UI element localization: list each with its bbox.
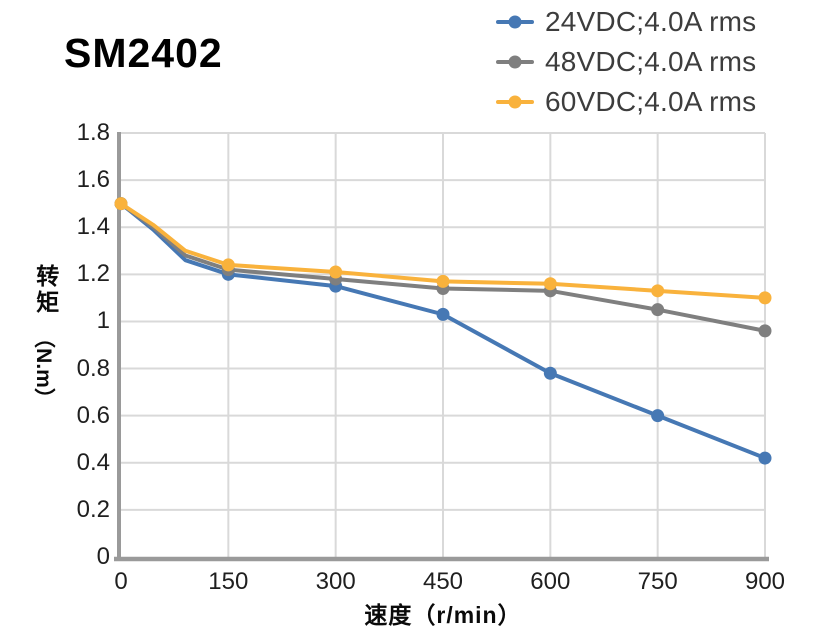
y-axis-title-cjk: 转矩 [32, 264, 59, 316]
data-point-marker [543, 277, 557, 291]
x-tick-label: 300 [315, 568, 356, 595]
legend-item: 24VDC;4.0A rms [496, 2, 756, 42]
legend-line-marker-icon [496, 15, 534, 29]
y-tick-label: 1.8 [76, 119, 110, 146]
data-point-marker [758, 451, 772, 465]
x-tick-label: 150 [208, 568, 249, 595]
data-point-marker [436, 274, 450, 288]
x-tick-label: 600 [530, 568, 571, 595]
data-point-marker [651, 303, 665, 317]
data-point-marker [651, 284, 665, 298]
x-tick-label: 0 [114, 568, 128, 595]
x-tick-label: 900 [744, 568, 786, 595]
y-tick-label: 0.8 [76, 354, 110, 382]
data-point-marker [221, 258, 235, 272]
y-tick-label: 1 [96, 307, 110, 335]
data-point-marker [543, 366, 557, 380]
legend-line-marker-icon [496, 55, 534, 69]
x-tick-label: 750 [637, 568, 678, 595]
x-tick-label: 450 [422, 568, 464, 595]
data-point-marker [758, 291, 772, 305]
data-point-marker [651, 409, 665, 423]
y-tick-label: 0.4 [76, 448, 110, 476]
y-tick-label: 1.6 [76, 166, 110, 194]
y-axis-title-unit-wrap: （N.m） [30, 322, 60, 414]
x-axis-title: 速度（r/min） [364, 602, 522, 628]
y-tick-label: 0.2 [76, 495, 110, 523]
legend-label: 24VDC;4.0A rms [545, 6, 757, 37]
y-tick-label: 0.6 [76, 401, 110, 429]
legend: 24VDC;4.0A rms 48VDC;4.0A rms 60VDC;4.0A… [496, 2, 756, 122]
data-point-marker [758, 324, 772, 338]
data-point-marker [436, 307, 450, 321]
chart-title: SM2402 [64, 30, 223, 76]
legend-line-marker-icon [496, 95, 534, 109]
legend-item: 60VDC;4.0A rms [496, 82, 756, 122]
y-axis-title-unit: （N.m） [32, 327, 55, 409]
y-tick-label: 0 [96, 543, 110, 570]
data-point-marker [114, 197, 128, 211]
y-tick-label: 1.4 [76, 213, 110, 241]
legend-label: 48VDC;4.0A rms [545, 46, 757, 77]
legend-label: 60VDC;4.0A rms [545, 86, 757, 117]
y-tick-label: 1.2 [76, 260, 110, 288]
y-axis-title: 转矩 （N.m） [26, 264, 64, 414]
legend-item: 48VDC;4.0A rms [496, 42, 756, 82]
data-point-marker [329, 265, 343, 279]
